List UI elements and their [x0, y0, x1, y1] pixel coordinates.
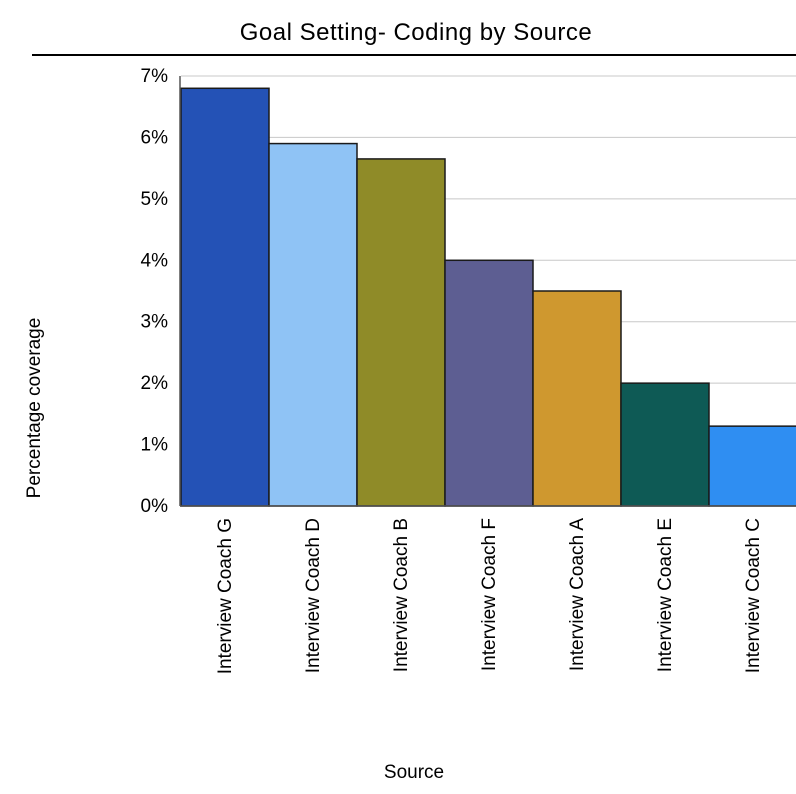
axes	[179, 76, 796, 507]
bar	[180, 87, 270, 507]
bar	[444, 259, 534, 507]
x-category-label: Interview Coach C	[743, 518, 764, 673]
bars	[180, 87, 796, 507]
x-category-labels: Interview Coach G Interview Coach D Interv…	[215, 518, 764, 675]
bar	[532, 290, 622, 507]
x-category-label: Interview Coach D	[303, 518, 324, 673]
y-tick-label: 1%	[141, 435, 169, 456]
y-tick-labels: 0% 1% 2% 3% 4% 5% 6% 7%	[141, 66, 169, 517]
y-tick-label: 2%	[141, 373, 169, 394]
x-category-label: Interview Coach A	[567, 518, 588, 671]
x-category-label: Interview Coach F	[479, 518, 500, 671]
y-tick-label: 7%	[141, 66, 169, 87]
y-tick-label: 0%	[141, 496, 169, 517]
bar	[620, 382, 710, 507]
chart-title: Goal Setting- Coding by Source	[240, 19, 593, 46]
y-tick-label: 4%	[141, 250, 169, 271]
bar	[268, 142, 358, 507]
x-category-label: Interview Coach G	[215, 518, 236, 674]
bar	[356, 158, 446, 507]
y-tick-label: 5%	[141, 189, 169, 210]
y-tick-label: 3%	[141, 312, 169, 333]
y-tick-label: 6%	[141, 127, 169, 148]
x-axis-label: Source	[384, 762, 444, 783]
y-axis-label: Percentage coverage	[24, 318, 45, 499]
bar	[708, 425, 796, 507]
x-category-label: Interview Coach E	[655, 518, 676, 672]
x-category-label: Interview Coach B	[391, 518, 412, 672]
